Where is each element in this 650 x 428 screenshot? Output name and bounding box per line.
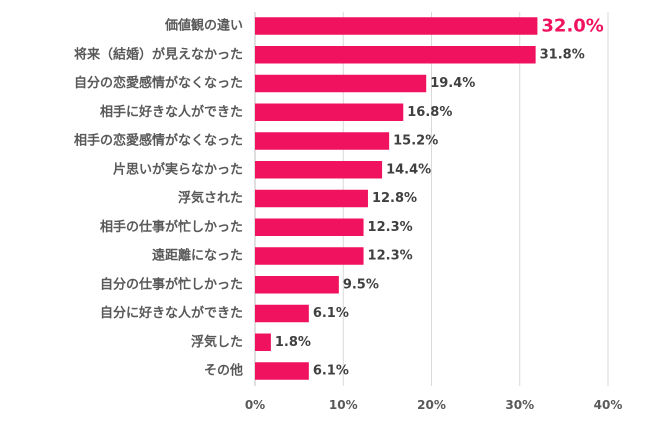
x-tick-label: 10% <box>329 398 358 412</box>
x-tick-label: 20% <box>417 398 446 412</box>
x-tick-label: 30% <box>505 398 534 412</box>
value-labels: 32.0% 31.8% 19.4% 16.8% 15.2% 14.4% 12.8% 12.3%… <box>275 16 604 379</box>
category-label: 自分の仕事が忙しかった <box>100 276 243 292</box>
value-label: 12.8% <box>372 191 417 206</box>
category-label: その他 <box>204 363 243 379</box>
category-label: 相手に好きな人ができた <box>100 104 243 120</box>
category-label: 自分の恋愛感情がなくなった <box>74 75 243 91</box>
bar <box>255 362 309 380</box>
x-tick-label: 0% <box>245 398 265 412</box>
bar <box>255 17 538 35</box>
value-label: 16.8% <box>407 105 452 120</box>
value-label: 12.3% <box>368 220 413 235</box>
value-label-highlight: 32.0% <box>541 16 603 37</box>
category-label: 遠距離になった <box>152 248 243 264</box>
value-label: 6.1% <box>313 364 349 379</box>
category-label: 相手の仕事が忙しかった <box>100 219 243 235</box>
category-label: 相手の恋愛感情がなくなった <box>74 133 243 149</box>
bar <box>255 333 271 351</box>
value-label: 15.2% <box>393 134 438 149</box>
x-tick-label: 40% <box>594 398 623 412</box>
bar <box>255 247 364 265</box>
value-label: 14.4% <box>386 162 431 177</box>
category-labels: 価値観の違い将来（結婚）が見えなかった自分の恋愛感情がなくなった相手に好きな人が… <box>74 18 243 379</box>
value-label: 19.4% <box>430 76 475 91</box>
bar <box>255 304 309 323</box>
bar <box>255 276 339 294</box>
gridlines <box>254 12 609 386</box>
value-label: 1.8% <box>275 335 311 350</box>
category-label: 浮気された <box>178 190 243 206</box>
bar <box>255 132 390 150</box>
category-label: 片思いが実らなかった <box>113 161 243 177</box>
category-label: 価値観の違い <box>164 18 243 34</box>
value-label: 31.8% <box>540 47 585 62</box>
value-label: 12.3% <box>368 249 413 264</box>
bar <box>255 74 427 93</box>
category-label: 将来（結婚）が見えなかった <box>74 46 243 62</box>
value-label: 6.1% <box>313 306 349 321</box>
bars <box>255 17 538 380</box>
bar <box>255 161 383 179</box>
bar <box>255 189 368 208</box>
bar <box>255 218 364 236</box>
x-axis-ticks: 0% 10% 20% 30% 40% <box>245 398 623 412</box>
bar <box>255 46 536 64</box>
category-label: 自分に好きな人ができた <box>100 305 243 321</box>
bar <box>255 103 404 121</box>
value-label: 9.5% <box>343 277 379 292</box>
category-label: 浮気した <box>191 334 243 350</box>
